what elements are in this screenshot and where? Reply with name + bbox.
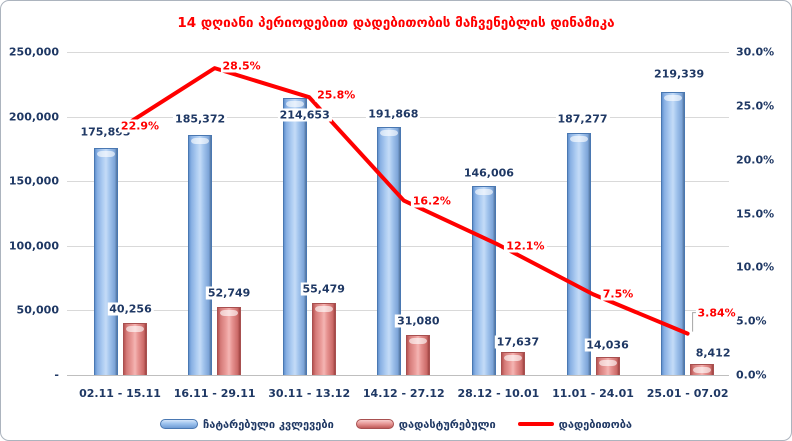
x-axis-category-label: 25.01 - 07.02: [646, 387, 729, 400]
chart-title: 14 დღიანი პერიოდებით დადებითობის მაჩვენე…: [177, 15, 615, 31]
line-point-label: 7.5%: [600, 287, 636, 301]
left-axis-tick-label: 50,000: [16, 303, 59, 317]
right-axis-tick-label: 30.0%: [736, 45, 775, 59]
bar-confirmed[interactable]: [217, 306, 242, 375]
line-point-label: 25.8%: [315, 88, 358, 102]
legend: ჩატარებული კვლევები დადასტურებული დადები…: [1, 413, 791, 435]
x-axis-category-label: 02.11 - 15.11: [79, 387, 161, 400]
x-axis-category-label: 11.01 - 24.01: [552, 387, 634, 400]
left-axis-tick-label: 250,000: [8, 45, 59, 59]
legend-item-tests[interactable]: ჩატარებული კვლევები: [160, 418, 334, 431]
right-axis-tick-label: 5.0%: [736, 314, 767, 328]
bar-confirmed[interactable]: [122, 322, 147, 375]
bar-confirmed[interactable]: [500, 352, 525, 375]
legend-label-positivity: დადებითობა: [558, 417, 632, 431]
left-axis-tick-label: -: [54, 368, 59, 382]
bar-tests[interactable]: [377, 127, 402, 375]
bar-value-label: 187,277: [555, 112, 610, 126]
gridline: [67, 52, 729, 53]
bar-confirmed[interactable]: [595, 356, 620, 375]
line-point-label: 12.1%: [504, 239, 547, 253]
bar-value-label: 8,412: [693, 346, 733, 360]
x-axis-category-label: 30.11 - 13.12: [268, 387, 351, 400]
bar-value-label: 214,653: [277, 108, 332, 122]
right-axis-tick-label: 10.0%: [736, 260, 775, 274]
legend-item-positivity[interactable]: დადებითობა: [517, 417, 632, 431]
bar-tests[interactable]: [282, 97, 307, 375]
bar-tests[interactable]: [188, 135, 213, 375]
bar-tests[interactable]: [661, 91, 686, 375]
x-axis-category-label: 28.12 - 10.01: [457, 387, 540, 400]
bar-value-label: 14,036: [584, 338, 631, 352]
line-point-label: 22.9%: [118, 119, 162, 133]
legend-item-confirmed[interactable]: დადასტურებული: [355, 417, 496, 431]
pink-bar-swatch-icon: [355, 419, 394, 429]
line-point-label: 28.5%: [220, 59, 263, 73]
left-axis-tick-label: 100,000: [8, 239, 59, 253]
right-axis-tick-label: 25.0%: [736, 99, 775, 113]
legend-label-tests: ჩატარებული კვლევები: [203, 417, 334, 431]
line-point-label: 16.2%: [410, 194, 453, 208]
bar-confirmed[interactable]: [406, 334, 431, 375]
bar-value-label: 31,080: [395, 314, 442, 328]
right-axis-tick-label: 0.0%: [736, 368, 767, 382]
x-axis-category-label: 16.11 - 29.11: [173, 387, 256, 400]
blue-bar-swatch-icon: [160, 419, 199, 429]
bar-value-label: 219,339: [652, 67, 707, 81]
bar-tests[interactable]: [93, 147, 118, 375]
bar-confirmed[interactable]: [311, 303, 336, 375]
right-axis-tick-label: 15.0%: [736, 207, 775, 220]
legend-label-confirmed: დადასტურებული: [398, 417, 496, 431]
line-point-label: 3.84%: [695, 306, 738, 320]
bar-value-label: 185,372: [173, 112, 228, 126]
red-line-swatch-icon: [517, 422, 554, 426]
x-axis-category-label: 14.12 - 27.12: [362, 387, 445, 400]
left-axis-tick-label: 150,000: [8, 174, 59, 188]
bar-value-label: 146,006: [461, 166, 516, 180]
bar-tests[interactable]: [471, 186, 496, 375]
right-axis-tick-label: 20.0%: [736, 153, 775, 167]
bar-value-label: 52,749: [205, 286, 253, 300]
bar-confirmed[interactable]: [690, 364, 715, 375]
x-axis-line: [67, 375, 729, 376]
bar-value-label: 40,256: [107, 302, 154, 316]
left-axis-tick-label: 200,000: [8, 110, 59, 124]
bar-value-label: 55,479: [300, 282, 347, 296]
bar-value-label: 17,637: [494, 335, 542, 349]
bar-value-label: 191,868: [366, 107, 421, 121]
